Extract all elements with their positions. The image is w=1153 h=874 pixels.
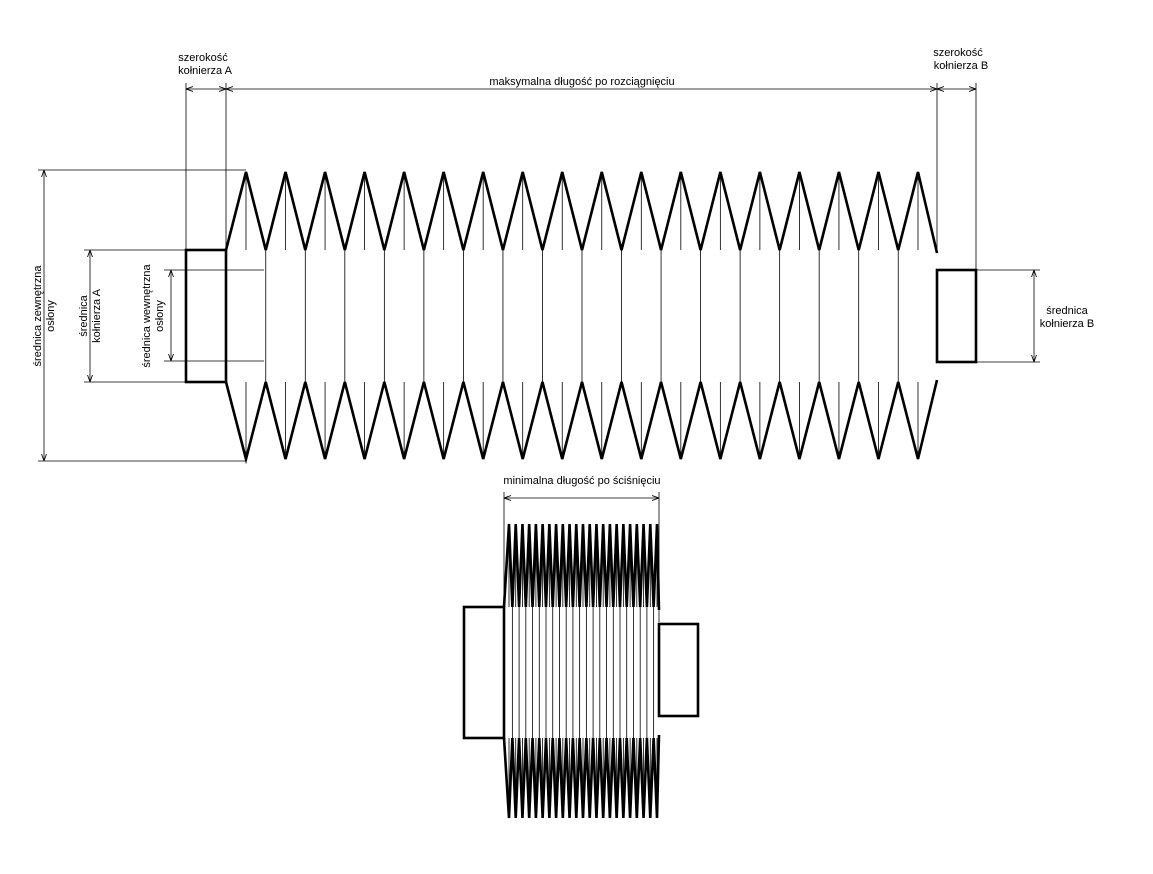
flange-a-width-label-line2: kołnierza A <box>178 65 232 77</box>
dimension-inner-diameter: średnica wewnętrzna osłony <box>141 263 264 368</box>
compressed-flange-a <box>462 605 506 740</box>
flange-b-diameter-label-line1: średnica <box>1046 305 1088 317</box>
dimension-flange-a-width: szerokość kołnierza A <box>178 52 233 250</box>
flange-a-diameter-label-line2: kołnierza A <box>91 288 103 342</box>
outer-diameter-label-line1: średnica zewnętrzna <box>32 265 44 367</box>
flange-b-width-label-line2: kołnierza B <box>934 60 988 72</box>
inner-diameter-label-line2: osłony <box>154 300 166 332</box>
dimension-flange-a-diameter: średnica kołnierza A <box>78 249 186 383</box>
max-length-label: maksymalna długość po rozciągnięciu <box>489 76 674 88</box>
extended-bellows-folds <box>224 171 939 465</box>
bellows-bottom-zigzag <box>502 734 661 819</box>
dimension-flange-b-diameter: średnica kołnierza B <box>976 269 1094 363</box>
extended-bellows <box>184 171 978 465</box>
flange-a-diameter-label-line1: średnica <box>78 294 90 336</box>
dimension-min-length: minimalna długość po ściśnięciu <box>503 475 661 622</box>
compressed-flange-b <box>657 622 700 718</box>
bellows-top-zigzag <box>502 523 661 611</box>
outer-diameter-label-line2: osłony <box>45 300 57 332</box>
flange-a-width-label-line1: szerokość <box>178 52 228 64</box>
bellows-top-zigzag <box>224 171 939 254</box>
dimension-flange-b-width: szerokość kołnierza B <box>933 47 988 270</box>
inner-diameter-label-line1: średnica wewnętrzna <box>141 263 153 367</box>
min-length-label: minimalna długość po ściśnięciu <box>503 475 660 487</box>
bellows-bottom-zigzag <box>224 379 939 465</box>
compressed-bellows <box>462 523 700 819</box>
flange-b-width-label-line1: szerokość <box>933 47 983 59</box>
flange-a <box>184 248 228 384</box>
compressed-bellows-folds <box>502 523 661 819</box>
flange-b-diameter-label-line2: kołnierza B <box>1040 318 1094 330</box>
flange-b <box>935 268 978 364</box>
dimension-max-length: maksymalna długość po rozciągnięciu <box>226 76 938 253</box>
dimension-outer-diameter: średnica zewnętrzna osłony <box>32 169 246 462</box>
